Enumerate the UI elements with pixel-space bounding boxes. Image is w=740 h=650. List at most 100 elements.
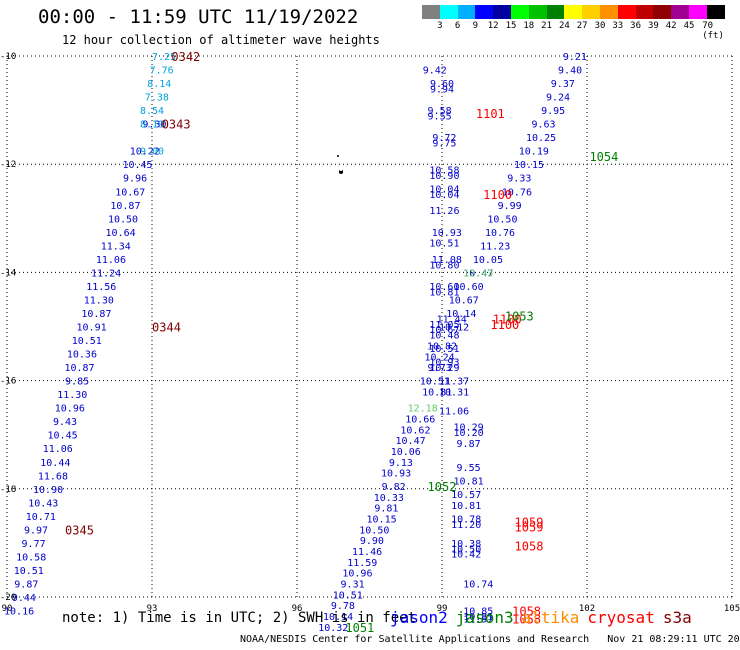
- swh-value: 12.18: [408, 404, 438, 415]
- swh-value: 10.31: [439, 387, 469, 398]
- colorbar-swatch: [439, 5, 458, 19]
- wave-height-values: 9.30 10.22 10.45 9.96 10.67 10.87 10.50 10.64 11…: [4, 52, 587, 634]
- colorbar-label: 15: [505, 21, 517, 31]
- credit-line: NOAA/NESDIS Center for Satellite Applica…: [240, 634, 740, 645]
- swh-value: 10.05: [473, 255, 503, 266]
- swh-value: 10.50: [487, 214, 517, 225]
- latitude-label: -14: [0, 268, 16, 278]
- swh-value: 10.24: [425, 352, 455, 363]
- swh-value: 7.38: [145, 93, 169, 104]
- colorbar-swatch: [457, 5, 476, 19]
- swh-value: 10.50: [359, 525, 389, 536]
- colorbar-labels: 3 6 9 12 15 18 21 24 27 30 33 36 39 42 45 70 (ft): [422, 21, 740, 41]
- swh-value: 10.93: [432, 228, 462, 239]
- map-subtitle: 12 hour collection of altimeter wave hei…: [62, 33, 380, 47]
- pass-time-label: 1101: [476, 107, 505, 121]
- pass-time-label: 1052: [428, 480, 457, 494]
- colorbar-label: 6: [454, 21, 461, 31]
- swh-value: 10.57: [451, 490, 481, 501]
- swh-value: 10.16: [4, 607, 34, 618]
- colorbar-label: 21: [541, 21, 553, 31]
- swh-value: 9.63: [531, 120, 555, 131]
- swh-value: 9.40: [558, 66, 582, 77]
- swh-value: 10.60: [454, 282, 484, 293]
- swh-value: 10.93: [429, 358, 459, 369]
- swh-value: 9.96: [123, 174, 147, 185]
- swh-value: 9.99: [498, 201, 522, 212]
- pass-time-label: 0342: [171, 50, 200, 64]
- swh-value: 10.14: [446, 309, 476, 320]
- swh-value: 11.30: [84, 295, 114, 306]
- swh-value: 10.25: [526, 133, 556, 144]
- swh-value: 10.45: [122, 160, 152, 171]
- swh-value: 10.42: [451, 550, 481, 561]
- longitude-label: 93: [147, 604, 158, 614]
- swh-value: 10.47: [463, 268, 493, 279]
- colorbar-swatch: [635, 5, 654, 19]
- swh-value: 10.51: [72, 336, 102, 347]
- swh-value: 9.94: [430, 84, 454, 95]
- swh-value: 11.06: [439, 406, 469, 417]
- colorbar-label: 39: [647, 21, 659, 31]
- swh-value: 10.32: [318, 623, 348, 634]
- legend-item-cryosat: cryosat: [587, 608, 655, 627]
- swh-value: 9.78: [331, 601, 355, 612]
- swh-value: 10.06: [391, 447, 421, 458]
- swh-value: 9.42: [423, 66, 447, 77]
- pass-time-label: 1059: [515, 521, 544, 535]
- swh-value: 9.55: [457, 463, 481, 474]
- satellite-legend: jason2 jason3 altika cryosat s3a: [390, 608, 700, 627]
- swh-value: 10.64: [106, 228, 136, 239]
- colorbar-swatch: [528, 5, 547, 19]
- swh-value: 9.37: [551, 79, 575, 90]
- pass-time-label: 0345: [65, 523, 94, 537]
- swh-value: 10.90: [33, 485, 63, 496]
- pass-time-labels: 0342034303440345110111001100110010591059…: [65, 50, 618, 635]
- swh-value: 10.81: [451, 501, 481, 512]
- longitude-label: 102: [579, 604, 595, 614]
- swh-value: 10.22: [130, 147, 160, 158]
- swh-value: 11.30: [57, 390, 87, 401]
- swh-value: 11.23: [480, 241, 510, 252]
- pass-time-label: 1053: [505, 310, 534, 324]
- swh-value: 10.15: [514, 160, 544, 171]
- legend-item-jason3: jason3: [455, 608, 514, 627]
- island-marker: [337, 155, 343, 174]
- swh-value: 10.48: [429, 331, 459, 342]
- pass-time-label: 1058: [515, 540, 544, 554]
- swh-value: 10.96: [342, 569, 372, 580]
- legend-item-jason2: jason2: [390, 608, 448, 627]
- swh-value: 11.08: [432, 255, 462, 266]
- swh-value: 11.34: [101, 241, 131, 252]
- swh-value: 11.56: [86, 282, 116, 293]
- colorbar-swatch: [617, 5, 636, 19]
- swh-value: 9.90: [360, 536, 384, 547]
- swh-value: 7.76: [150, 66, 174, 77]
- swh-value: 10.81: [463, 612, 493, 623]
- swh-value: 10.87: [110, 201, 140, 212]
- swh-value: 10.19: [519, 147, 549, 158]
- colorbar-label: 42: [665, 21, 677, 31]
- swh-value: 10.91: [77, 323, 107, 334]
- swh-value: 10.66: [405, 414, 435, 425]
- swh-value: 9.60: [430, 79, 454, 90]
- swh-value: 10.93: [381, 469, 411, 480]
- colorbar-label: 36: [630, 21, 642, 31]
- swh-value: 11.57: [463, 615, 493, 626]
- pass-time-label: 0344: [152, 321, 181, 335]
- swh-value: 10.81: [429, 287, 459, 298]
- colorbar-swatch: [564, 5, 583, 19]
- swh-value: 10.20: [454, 428, 484, 439]
- swh-value: 10.29: [454, 423, 484, 434]
- swh-value: 9.85: [65, 377, 89, 388]
- swh-value: 10.81: [454, 477, 484, 488]
- longitude-label: 99: [437, 604, 448, 614]
- swh-value: 10.71: [26, 512, 56, 523]
- swh-value: 9.72: [432, 133, 456, 144]
- map-title: 00:00 - 11:59 UTC 11/19/2022: [38, 6, 359, 28]
- swh-value: 10.60: [429, 282, 459, 293]
- swh-value: 10.50: [108, 214, 138, 225]
- swh-value: 11.44: [437, 314, 467, 325]
- longitude-label: 90: [2, 604, 13, 614]
